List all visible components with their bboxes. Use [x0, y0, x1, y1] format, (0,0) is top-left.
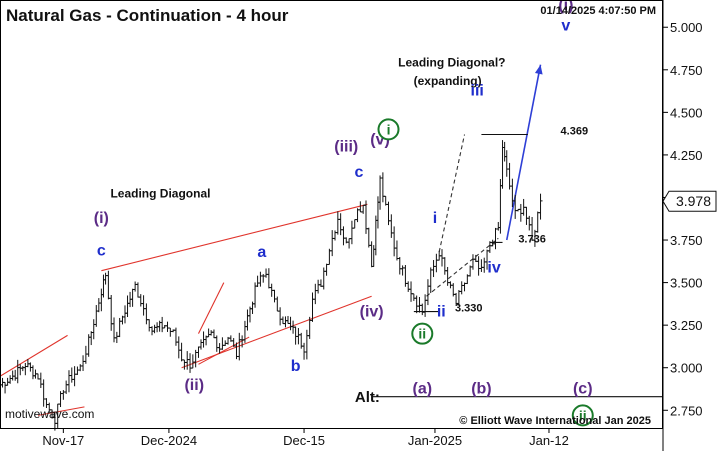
circled-marker: [377, 118, 400, 141]
annotation-label: (i): [558, 0, 573, 14]
copyright: © Elliott Wave International Jan 2025: [459, 415, 651, 427]
watermark: motivewave.com: [5, 407, 94, 421]
annotation-label: v: [561, 18, 570, 35]
trend-line-projection: [505, 64, 542, 241]
projection-arrowhead: [534, 64, 543, 75]
circled-marker: [571, 404, 594, 427]
annotation-label: (iv): [360, 304, 384, 321]
annotation-label: c: [97, 242, 106, 259]
y-tick-label: 5.000: [670, 20, 703, 35]
x-tick-label: Jan-12: [529, 433, 569, 448]
y-tick-label: 2.750: [670, 403, 703, 418]
x-tick-label: Nov-17: [42, 433, 84, 448]
y-tick-label: 4.500: [670, 105, 703, 120]
trend-line-left-channel-lower: [37, 406, 85, 416]
x-tick-label: Jan-2025: [408, 433, 462, 448]
last-price-tag: 3.978: [662, 190, 717, 212]
annotation-label: i: [433, 210, 437, 227]
annotation-label: (a): [413, 380, 433, 397]
last-price-box: [662, 190, 717, 212]
annotation-label: a: [257, 244, 266, 261]
circled-marker: [411, 322, 434, 345]
circled-label: i: [387, 121, 391, 137]
y-tick-label: 4.750: [670, 63, 703, 78]
annotation-label: b: [291, 358, 301, 375]
x-tick-label: Dec-2024: [141, 433, 197, 448]
x-axis-layer: Nov-17 Dec-2024 Dec-15 Jan-2025 Jan-12: [42, 429, 569, 448]
annotation-label: 3.330: [455, 303, 483, 315]
annotation-label: (ii): [184, 377, 204, 394]
annotation-label: c: [354, 164, 363, 181]
trend-line-expanding-upper: [438, 134, 466, 253]
annotation-label: 4.369: [561, 125, 589, 137]
annotation-label: 3.736: [518, 233, 546, 245]
line-layer: [0, 64, 663, 416]
annotation-label: Leading Diagonal: [110, 186, 210, 200]
annotation-label: (i): [94, 210, 109, 227]
chart-title: Natural Gas - Continuation - 4 hour: [6, 6, 289, 25]
circled-label: ii: [579, 407, 587, 423]
annotation-label: Alt:: [355, 389, 380, 406]
y-tick-label: 3.750: [670, 233, 703, 248]
y-tick-label: 3.000: [670, 361, 703, 376]
annotation-label: (expanding): [414, 74, 482, 88]
annotation-label: (c): [573, 380, 593, 397]
label-layer: Leading Diagonal Leading Diagonal? (expand…: [94, 0, 594, 427]
x-tick-label: Dec-15: [283, 433, 325, 448]
annotation-label: ii: [437, 304, 446, 321]
annotation-label: Leading Diagonal?: [398, 55, 505, 69]
candle-layer: [0, 140, 543, 431]
annotation-label: iv: [487, 259, 500, 276]
y-tick-label: 4.250: [670, 148, 703, 163]
annotation-label: (iii): [334, 139, 358, 156]
timestamp: 01/14/2025 4:07:50 PM: [540, 5, 656, 17]
trend-line-expanding-lower: [426, 237, 499, 297]
circled-label: ii: [418, 326, 426, 342]
last-price-label: 3.978: [676, 193, 711, 209]
trend-line-wave-ii-upper: [197, 282, 225, 334]
trend-line-left-channel-upper: [0, 334, 68, 377]
y-tick-label: 3.250: [670, 318, 703, 333]
annotation-label: iii: [471, 82, 484, 99]
trend-line-leading-diagonal-upper: [101, 203, 368, 272]
y-tick-label: 3.500: [670, 276, 703, 291]
annotation-label: (b): [471, 380, 491, 397]
trend-line-wave-ii-lower: [198, 336, 250, 365]
